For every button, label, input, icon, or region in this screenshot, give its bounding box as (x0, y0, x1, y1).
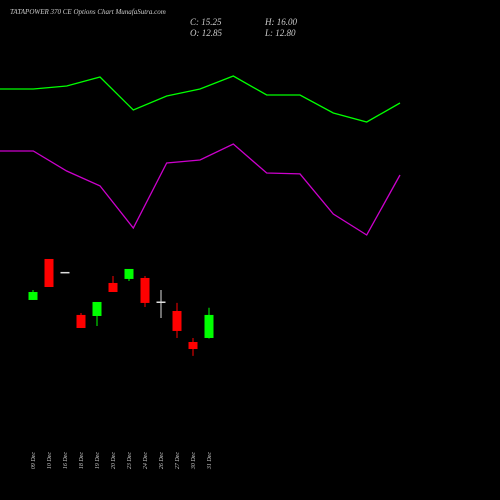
ohlc-low: L: 12.80 (264, 28, 296, 38)
line-series (0, 143, 401, 236)
candle-body (204, 314, 214, 338)
candle-body (60, 271, 70, 274)
x-tick-label: 19 Dec (95, 452, 101, 469)
candle-body (140, 277, 150, 303)
candle-body (108, 282, 118, 292)
ohlc-close: C: 15.25 (190, 17, 222, 27)
line-series (0, 75, 401, 123)
x-tick-label: 20 Dec (111, 452, 117, 469)
x-tick-label: 23 Dec (127, 452, 133, 469)
candle-body (172, 311, 182, 331)
x-tick-label: 09 Dec (31, 452, 37, 469)
candle-body (28, 291, 38, 300)
chart-title: TATAPOWER 370 CE Options Chart MunafaSut… (10, 8, 166, 16)
x-tick-label: 24 Dec (142, 452, 149, 469)
x-tick-label: 31 Dec (207, 452, 213, 470)
candle-body (156, 301, 166, 303)
ohlc-high: H: 16.00 (264, 17, 297, 27)
candle-body (188, 342, 198, 350)
candle-body (92, 301, 102, 316)
x-tick-label: 18 Dec (79, 452, 85, 469)
x-tick-label: 26 Dec (159, 452, 165, 469)
x-tick-label: 16 Dec (63, 452, 69, 469)
ohlc-open: O: 12.85 (190, 28, 222, 38)
candle-body (76, 314, 86, 328)
x-tick-label: 30 Dec (191, 452, 197, 470)
x-tick-label: 27 Dec (175, 452, 181, 469)
candle-body (124, 268, 134, 279)
candle-body (44, 258, 54, 288)
x-tick-label: 10 Dec (47, 452, 53, 469)
